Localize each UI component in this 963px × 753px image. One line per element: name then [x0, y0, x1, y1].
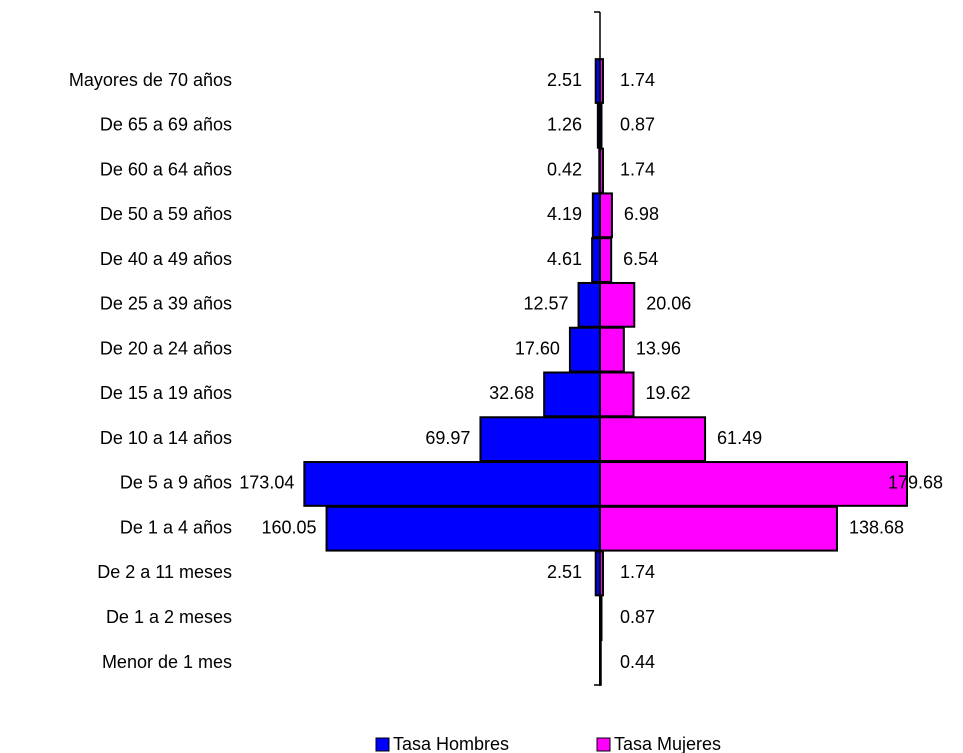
category-label: De 40 a 49 años — [100, 249, 232, 269]
value-label: 1.74 — [620, 70, 655, 90]
bar — [303, 461, 601, 507]
bar — [599, 505, 838, 552]
bar — [325, 505, 601, 552]
category-label: De 5 a 9 años — [120, 473, 232, 493]
bar — [599, 371, 635, 418]
category-label: De 50 a 59 años — [100, 204, 232, 224]
value-label: 13.96 — [636, 338, 681, 358]
category-label: Mayores de 70 años — [69, 70, 232, 90]
value-label: 0.42 — [547, 159, 582, 179]
bar — [599, 281, 636, 328]
value-label: 0.87 — [620, 115, 655, 135]
bar — [599, 461, 908, 507]
bar — [599, 416, 707, 463]
bars — [303, 58, 908, 686]
legend-label: Tasa Mujeres — [614, 734, 721, 753]
category-label: De 15 a 19 años — [100, 383, 232, 403]
value-label: 4.61 — [547, 249, 582, 269]
legend-swatch — [596, 737, 611, 752]
category-label: De 1 a 4 años — [120, 517, 232, 537]
value-label: 32.68 — [489, 383, 534, 403]
value-label: 0.87 — [620, 607, 655, 627]
legend-swatch — [375, 737, 390, 752]
bar — [591, 237, 602, 283]
legend-label: Tasa Hombres — [393, 734, 509, 753]
bar — [479, 416, 601, 463]
bar — [599, 192, 613, 239]
value-label: 1.74 — [620, 562, 655, 582]
bar — [577, 281, 602, 328]
value-label: 160.05 — [261, 517, 316, 537]
category-label: De 65 a 69 años — [100, 115, 232, 135]
value-label: 138.68 — [849, 517, 904, 537]
category-label: Menor de 1 mes — [102, 652, 232, 672]
value-label: 12.57 — [523, 294, 568, 314]
value-label: 173.04 — [239, 473, 294, 493]
value-label: 20.06 — [646, 294, 691, 314]
bar — [591, 192, 602, 239]
category-label: De 60 a 64 años — [100, 159, 232, 179]
bar — [543, 371, 602, 418]
value-label: 6.54 — [623, 249, 658, 269]
value-label: 17.60 — [515, 338, 560, 358]
category-label: De 10 a 14 años — [100, 428, 232, 448]
value-label: 69.97 — [425, 428, 470, 448]
category-label: De 20 a 24 años — [100, 338, 232, 358]
category-label: De 1 a 2 meses — [106, 607, 232, 627]
value-label: 1.26 — [547, 115, 582, 135]
bar — [599, 237, 613, 283]
value-label: 2.51 — [547, 562, 582, 582]
value-label: 4.19 — [547, 204, 582, 224]
value-label: 179.68 — [888, 473, 943, 493]
value-label: 0.44 — [620, 652, 655, 672]
bar — [568, 326, 602, 373]
category-label: De 25 a 39 años — [100, 294, 232, 314]
value-label: 19.62 — [646, 383, 691, 403]
bar — [599, 326, 625, 373]
value-label: 6.98 — [624, 204, 659, 224]
value-label: 1.74 — [620, 159, 655, 179]
value-label: 61.49 — [717, 428, 762, 448]
value-label: 2.51 — [547, 70, 582, 90]
category-label: De 2 a 11 meses — [97, 562, 232, 582]
